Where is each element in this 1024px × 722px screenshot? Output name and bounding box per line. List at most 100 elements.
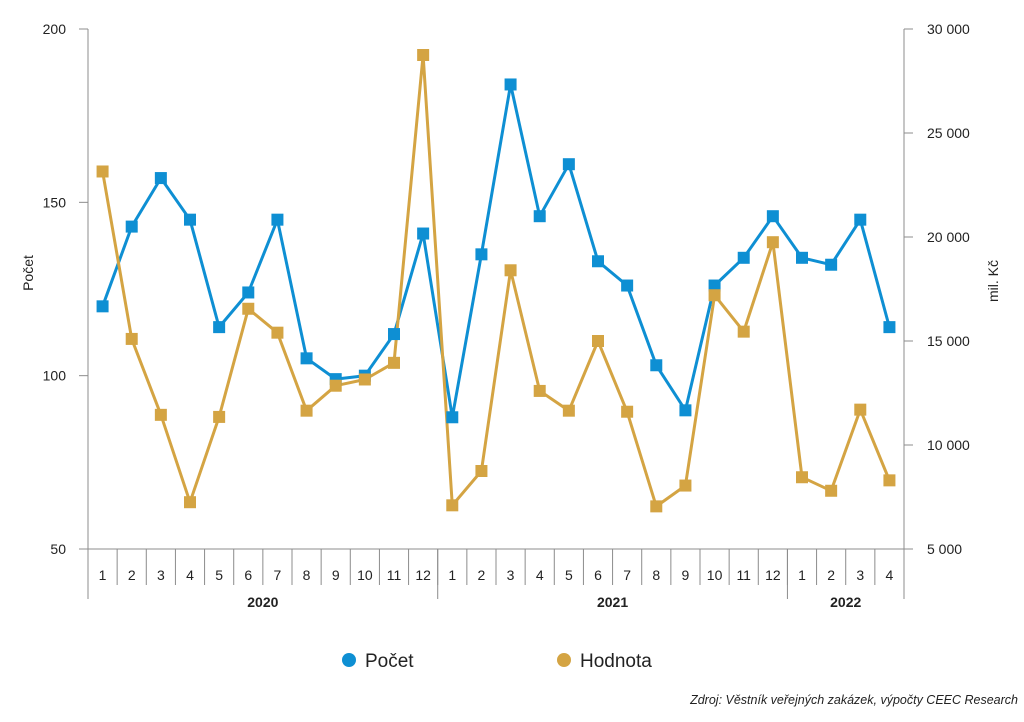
data-point-hodnota [737,325,750,338]
category-label: 1 [448,567,456,583]
data-point-hodnota [300,404,313,417]
data-point-pocet [621,279,634,292]
data-point-pocet [650,359,663,372]
data-point-hodnota [504,264,517,277]
left-axis-title: Počet [20,255,36,291]
data-point-pocet [154,172,167,185]
category-label: 11 [387,567,402,583]
data-point-pocet [562,158,575,171]
data-point-hodnota [125,332,138,345]
data-point-hodnota [621,405,634,418]
data-point-pocet [504,78,517,91]
legend-label-hodnota: Hodnota [580,651,652,672]
data-point-pocet [679,404,692,417]
left-tick-label: 200 [43,21,67,37]
data-point-hodnota [184,496,196,509]
data-point-hodnota [329,379,342,392]
category-label: 9 [682,567,690,583]
category-label: 9 [332,567,340,583]
data-point-pocet [242,286,255,299]
data-point-hodnota [796,471,808,484]
category-label: 3 [507,567,515,583]
category-label: 8 [652,567,660,583]
category-label: 6 [594,567,602,583]
right-tick-label: 5 000 [927,541,962,557]
data-point-hodnota [96,165,109,178]
data-point-pocet [825,258,838,271]
legend-item-pocet[interactable]: Počet [342,651,414,672]
data-point-hodnota [766,236,779,249]
data-point-pocet [708,279,721,292]
category-label: 2 [478,567,486,583]
category-label: 5 [215,567,223,583]
category-label: 1 [99,567,107,583]
year-label: 2022 [830,594,861,610]
data-point-pocet [796,251,808,264]
data-point-hodnota [708,289,721,302]
data-point-hodnota [358,373,371,386]
category-label: 4 [536,567,544,583]
data-point-pocet [300,352,313,365]
data-point-hodnota [679,479,692,492]
data-point-hodnota [154,408,167,421]
year-label: 2021 [597,594,628,610]
axes-layer: 50 100 150 200 5 000 10 000 15 000 20 000 25 000… [43,21,970,610]
data-point-hodnota [417,49,430,61]
category-label: 4 [186,567,194,583]
data-point-hodnota [562,404,575,417]
category-label: 10 [707,567,723,583]
category-label: 1 [798,567,806,583]
data-point-pocet [883,321,896,334]
data-point-pocet [533,210,546,223]
category-label: 8 [303,567,311,583]
category-label: 7 [623,567,631,583]
category-label: 5 [565,567,573,583]
data-point-hodnota [213,410,226,423]
right-tick-label: 10 000 [927,437,970,453]
data-point-pocet [184,213,196,226]
data-point-pocet [213,321,226,334]
category-label: 2 [827,567,835,583]
data-point-hodnota [388,356,400,369]
data-point-hodnota [854,403,867,416]
category-label: 7 [274,567,282,583]
left-tick-label: 100 [43,368,67,384]
year-label: 2020 [247,594,278,610]
data-point-pocet [592,255,604,268]
category-label: 3 [856,567,864,583]
data-point-hodnota [883,474,896,487]
category-label: 11 [736,567,751,583]
right-tick-label: 20 000 [927,229,970,245]
category-label: 2 [128,567,136,583]
source-note: Zdroj: Věstník veřejných zakázek, výpočt… [689,693,1018,707]
category-label: 3 [157,567,165,583]
data-point-hodnota [825,484,838,497]
data-point-pocet [766,210,779,223]
right-axis-title: mil. Kč [985,260,1001,302]
data-point-hodnota [242,302,255,315]
series-line-pocet [101,83,891,419]
data-point-pocet [388,328,400,341]
legend-item-hodnota[interactable]: Hodnota [557,651,652,672]
data-point-hodnota [533,384,546,397]
legend-label-pocet: Počet [365,651,414,672]
data-point-hodnota [446,499,459,512]
series-line-hodnota [101,53,891,508]
data-point-pocet [854,213,867,226]
data-point-pocet [446,411,459,424]
data-point-hodnota [592,335,604,347]
category-label: 6 [244,567,252,583]
category-label: 12 [765,567,781,583]
data-point-pocet [475,248,488,261]
data-point-pocet [271,213,284,226]
right-tick-label: 25 000 [927,125,970,141]
legend-swatch-pocet [342,653,356,667]
series-layer [96,49,896,513]
data-point-pocet [737,251,750,264]
category-label: 4 [886,567,894,583]
category-label: 12 [415,567,431,583]
right-tick-label: 15 000 [927,333,970,349]
data-point-pocet [96,300,109,313]
left-tick-label: 50 [50,541,66,557]
